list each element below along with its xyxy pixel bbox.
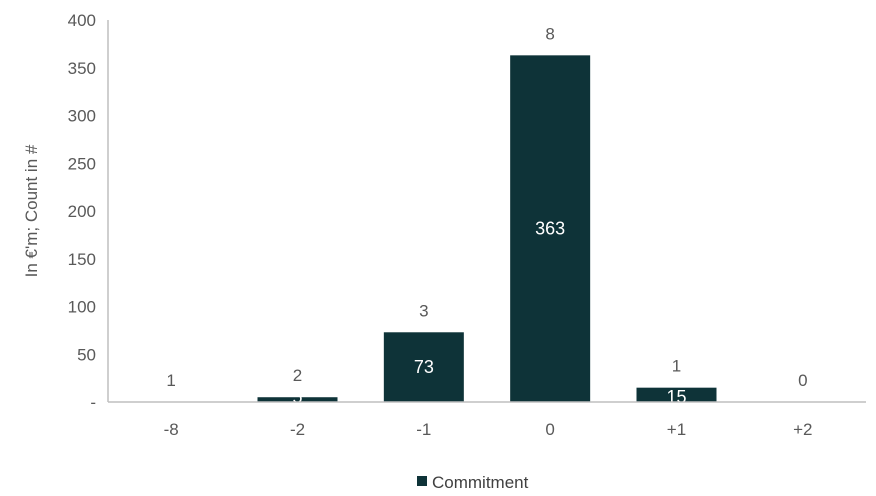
count-label-minus8: 1 — [166, 371, 175, 390]
count-label-minus2: 2 — [293, 366, 302, 385]
x-tick-label-0: 0 — [545, 420, 554, 439]
legend-label-commitment: Commitment — [432, 473, 529, 491]
bar-plus1 — [636, 387, 717, 402]
count-label-minus1: 3 — [419, 301, 428, 320]
y-tick-label-zero: - — [90, 393, 96, 412]
value-label-0: 363 — [535, 219, 565, 239]
count-label-plus1: 1 — [672, 357, 681, 376]
count-label-plus2: 0 — [798, 371, 807, 390]
y-tick-label-250: 250 — [68, 154, 96, 173]
y-axis-title: In €'m; Count in # — [22, 144, 41, 277]
value-label-plus1: 15 — [666, 387, 686, 407]
y-tick-label-300: 300 — [68, 107, 96, 126]
x-tick-label-plus2: +2 — [793, 420, 812, 439]
x-tick-label-minus2: -2 — [290, 420, 305, 439]
legend-swatch-commitment — [417, 476, 427, 486]
y-tick-label-50: 50 — [77, 345, 96, 364]
count-label-0: 8 — [545, 24, 554, 43]
y-tick-label-100: 100 — [68, 298, 96, 317]
x-tick-label-minus8: -8 — [164, 420, 179, 439]
y-tick-label-150: 150 — [68, 250, 96, 269]
value-label-minus1: 73 — [414, 357, 434, 377]
bar-0 — [510, 55, 591, 403]
y-tick-label-350: 350 — [68, 59, 96, 78]
bar-minus1 — [383, 332, 464, 402]
y-tick-label-200: 200 — [68, 202, 96, 221]
legend: Commitment — [417, 473, 529, 492]
x-tick-label-minus1: -1 — [416, 420, 431, 439]
y-tick-label-400: 400 — [68, 11, 96, 30]
value-label-minus2: 5 — [292, 387, 302, 407]
x-tick-label-plus1: +1 — [667, 420, 686, 439]
bar-minus2 — [257, 397, 338, 402]
